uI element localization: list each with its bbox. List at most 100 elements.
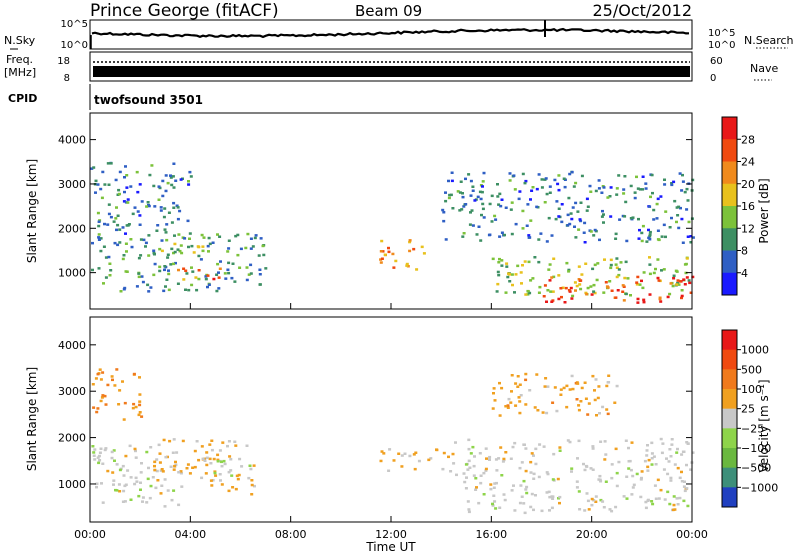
power-cell [174, 179, 178, 182]
power-heatmap [90, 161, 695, 304]
power-cell [481, 185, 484, 188]
power-cell [479, 197, 483, 201]
power-cell [597, 187, 601, 190]
colorbar-tick-label: 16 [741, 200, 755, 213]
power-cell [157, 185, 161, 188]
power-cell [636, 187, 640, 190]
velocity-cell [532, 477, 536, 480]
velocity-cell [455, 473, 458, 477]
colorbar-segment [722, 467, 737, 488]
velocity-cell [528, 389, 532, 392]
velocity-cell [691, 451, 695, 454]
colorbar-tick-label: 12 [741, 222, 755, 235]
power-cell [230, 276, 234, 280]
power-cell [592, 283, 596, 287]
velocity-cell [577, 404, 581, 407]
power-cell [212, 277, 216, 281]
velocity-cell [492, 494, 496, 497]
velocity-cell [675, 497, 679, 500]
noise-tick-low: 10^0 [61, 40, 88, 51]
power-cell [471, 224, 475, 227]
power-cell [635, 283, 639, 286]
velocity-cell [158, 461, 162, 464]
velocity-cell [156, 479, 160, 482]
power-cell [166, 253, 170, 256]
power-cell [391, 252, 395, 256]
power-cell [689, 235, 693, 238]
velocity-cell [614, 505, 618, 509]
power-cell [152, 273, 156, 277]
power-cell [506, 275, 510, 279]
power-cell [519, 271, 523, 274]
velocity-ytick-label: 4000 [58, 339, 86, 352]
power-cell [206, 244, 210, 248]
power-cell [164, 231, 168, 234]
power-cell [548, 185, 552, 188]
power-cell [621, 284, 625, 287]
velocity-cell [201, 457, 205, 461]
power-cell [477, 225, 481, 228]
power-cell [512, 174, 516, 177]
power-cell [98, 219, 102, 222]
velocity-cell [205, 463, 209, 467]
power-cell [140, 275, 144, 278]
velocity-cell [191, 466, 195, 469]
power-cell [136, 190, 140, 194]
power-cell [125, 186, 129, 189]
power-cell [629, 217, 633, 220]
colorbar-segment [722, 139, 737, 162]
power-cell [227, 271, 231, 275]
power-cell [185, 272, 189, 275]
velocity-cell [141, 500, 144, 503]
power-cell [529, 198, 532, 201]
nsearch-label: N.Search [744, 34, 794, 47]
velocity-cell [495, 469, 499, 472]
power-cell [113, 241, 117, 245]
power-cell [106, 162, 110, 165]
power-cell [480, 190, 484, 194]
power-cell [163, 228, 167, 231]
velocity-cell [447, 455, 450, 459]
velocity-cell [479, 481, 483, 485]
velocity-cell [132, 372, 136, 376]
power-cell [567, 289, 571, 292]
velocity-cell [92, 454, 96, 457]
power-cell [601, 209, 604, 213]
power-cell [553, 178, 557, 182]
x-axis-label: Time UT [365, 540, 416, 554]
power-cell [691, 236, 695, 239]
power-ytick-label: 4000 [58, 134, 86, 147]
velocity-cell [118, 468, 122, 472]
velocity-cell [220, 464, 224, 468]
power-cell [102, 282, 105, 285]
power-cell [148, 173, 152, 177]
power-cell [156, 224, 160, 227]
power-cell [119, 290, 123, 293]
power-cell [380, 239, 384, 243]
power-cell [551, 290, 555, 293]
power-cell [554, 217, 558, 221]
velocity-cell [484, 447, 488, 450]
power-cell [557, 207, 561, 210]
velocity-cell [234, 487, 238, 491]
power-cell [226, 268, 230, 271]
power-cell [177, 233, 181, 236]
power-cell [568, 290, 572, 293]
velocity-cell [580, 386, 584, 390]
velocity-cell [494, 507, 498, 510]
velocity-cell [117, 403, 121, 406]
power-cell [557, 215, 561, 218]
power-cell [190, 283, 194, 287]
power-cell [114, 178, 118, 182]
colorbar-segment [722, 349, 737, 370]
power-cell [567, 270, 571, 273]
velocity-cell [608, 508, 612, 511]
power-cell [188, 232, 192, 235]
power-cell [559, 287, 563, 290]
velocity-heatmap [91, 368, 695, 515]
velocity-cell [522, 443, 526, 446]
velocity-cell [166, 489, 170, 492]
freq-label: Freq. [6, 53, 33, 66]
velocity-cell [682, 499, 686, 503]
velocity-cell [534, 462, 538, 466]
